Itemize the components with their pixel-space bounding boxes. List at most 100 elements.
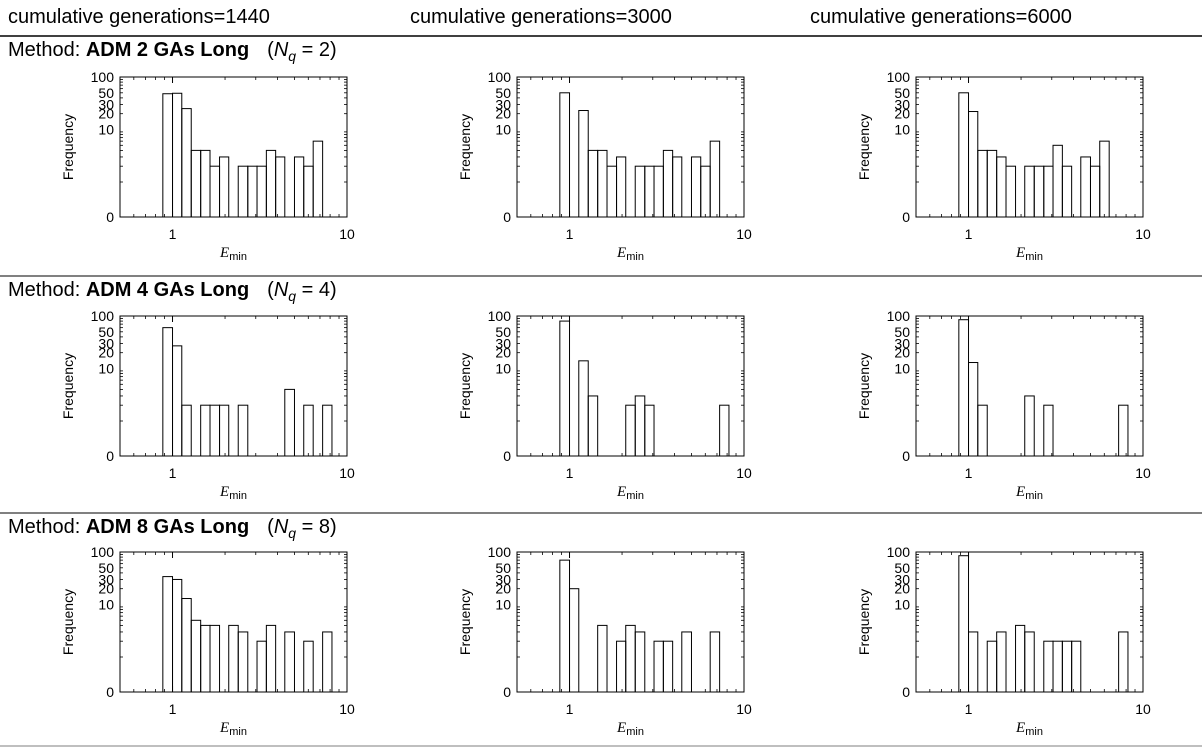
histogram-bar [1043,165,1054,218]
histogram-bar [587,149,599,218]
y-tick-label: 10 [98,597,114,613]
histogram-bar [625,624,636,693]
histogram-bar [181,404,192,457]
nq-symbol: N [274,516,289,538]
histogram-bar [996,156,1007,218]
histogram-bar [1052,640,1063,693]
histogram-bar [559,320,571,457]
x-axis-label-symbol: E [219,484,229,500]
x-tick-label: 10 [1135,465,1151,481]
y-tick-label: 100 [488,308,512,324]
plot-frame [915,315,1144,457]
y-tick-label: 30 [894,571,910,587]
histogram-bar [1024,631,1035,693]
y-axis-label: Frequency [60,114,76,180]
y-tick-label: 20 [98,581,114,597]
histogram-bar [578,360,589,457]
histogram-bar [1071,640,1082,693]
x-axis-label-subscript: min [1025,726,1043,738]
y-tick-label: 0 [503,684,511,700]
x-axis-label-subscript: min [229,490,247,502]
histogram-bar [968,362,979,457]
histogram-bar [275,156,286,218]
histogram-bar [1089,165,1101,218]
method-prefix: Method: [8,39,86,61]
histogram-bar [719,404,730,457]
histogram-bar [968,631,979,693]
histogram-bar [209,165,221,218]
histogram-bar [996,631,1007,693]
x-axis-label-symbol: E [616,484,626,500]
histogram-bar [237,165,249,218]
histogram-bar [265,149,277,218]
histogram-bar [284,631,295,693]
x-axis-label-symbol: E [219,720,229,736]
histogram-bar [569,588,580,693]
histogram-bar [303,165,314,218]
histogram-bar [625,404,636,457]
plot-frame [516,76,745,218]
y-tick-label: 10 [894,122,910,138]
histogram-bar [219,404,230,457]
histogram-bar [986,149,998,218]
histogram-bar [634,395,646,457]
histogram-bar [662,640,674,693]
histogram-bar [977,149,988,218]
y-axis-label: Frequency [457,353,473,419]
x-tick-label: 1 [169,465,177,481]
histogram-bar [634,165,646,218]
histogram-bar [256,165,267,218]
y-tick-label: 100 [91,308,115,324]
histogram-bar [1024,165,1035,218]
x-axis-label-subscript: min [229,251,247,263]
histogram-bar [690,156,702,218]
histogram-bar [968,111,979,218]
x-axis-label-subscript: min [1025,490,1043,502]
y-tick-label: 30 [495,571,511,587]
x-axis-label: Emin [219,720,247,738]
histogram-bar [322,404,333,457]
y-tick-label: 100 [91,544,115,560]
y-tick-label: 0 [106,448,114,464]
row-label-3: Method: ADM 8 GAs Long (Nq = 8) [8,516,337,541]
y-axis-label: Frequency [60,353,76,419]
histogram-bar [200,149,211,218]
y-tick-label: 20 [495,581,511,597]
x-axis-label-subscript: min [229,726,247,738]
x-tick-label: 1 [965,701,973,717]
histogram-bar [662,149,674,218]
histogram-bar [1015,624,1026,693]
y-tick-label: 30 [495,96,511,112]
x-axis-label: Emin [219,245,247,263]
histogram-bar [606,165,618,218]
y-tick-label: 0 [902,209,910,225]
x-axis-label: Emin [219,484,247,502]
plot-frame [119,76,348,218]
histogram-bar [312,140,324,218]
histogram-bar [597,624,608,693]
plot-frame [516,315,745,457]
histogram-bar [219,156,230,218]
histogram-bar [578,110,589,218]
histogram-bar [653,640,664,693]
histogram-bar [559,92,571,218]
nq-open: ( [267,516,274,538]
y-axis-label: Frequency [457,114,473,180]
y-tick-label: 0 [902,684,910,700]
plot-frame [119,315,348,457]
histogram-bar [162,93,174,218]
histogram-bar [190,619,202,693]
x-axis-label: Emin [1015,484,1043,502]
y-tick-label: 50 [98,560,114,576]
histogram-bar [322,631,333,693]
y-tick-label: 0 [902,448,910,464]
y-tick-label: 10 [495,122,511,138]
x-tick-label: 10 [736,465,752,481]
x-tick-label: 10 [736,701,752,717]
